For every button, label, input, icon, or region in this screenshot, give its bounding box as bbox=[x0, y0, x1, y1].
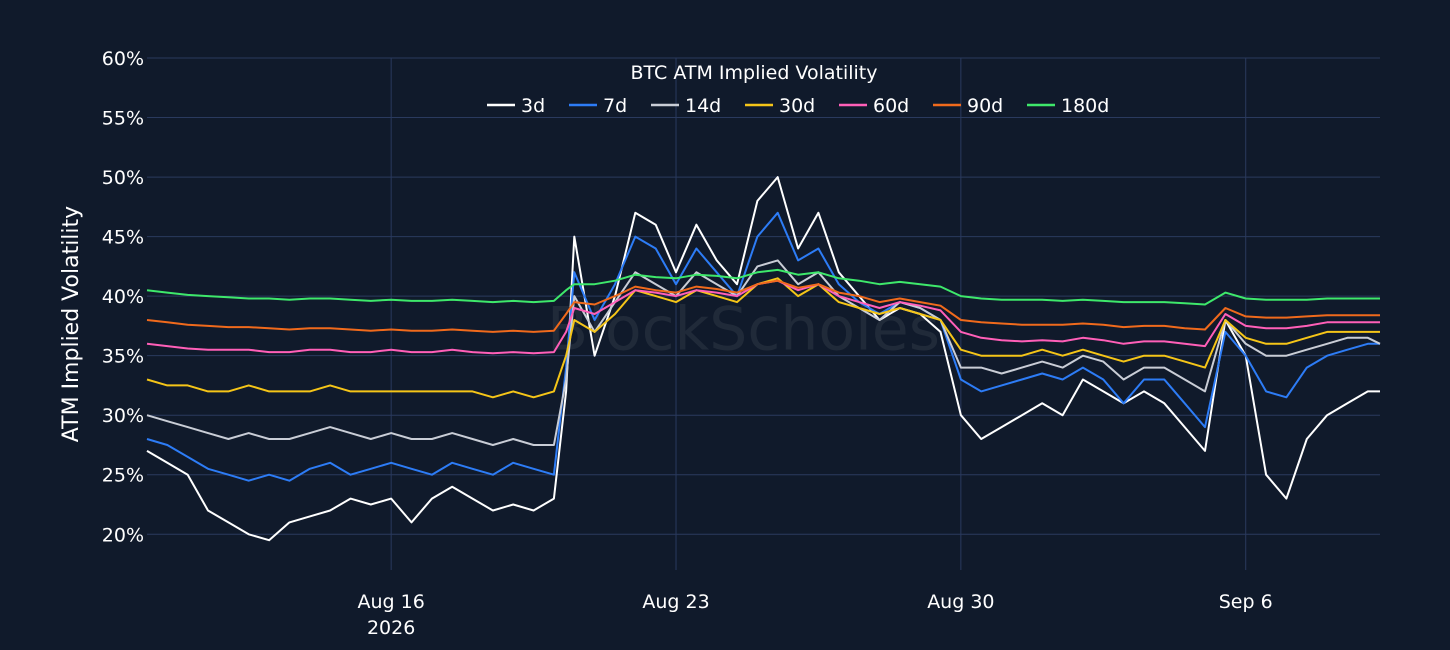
y-tick-label: 60% bbox=[102, 48, 144, 70]
series-line-14d bbox=[146, 259, 1381, 446]
x-tick-label: Aug 16 bbox=[357, 591, 424, 613]
legend-label: 90d bbox=[967, 95, 1003, 117]
legend-item-3d[interactable]: 3d bbox=[487, 95, 545, 117]
y-axis-label: ATM Implied Volatility bbox=[59, 206, 84, 442]
y-axis-ticks: 20% 25% 30% 35% 40% 45% 50% 55% 60% bbox=[102, 48, 144, 546]
y-tick-label: 40% bbox=[102, 286, 144, 308]
y-tick-label: 45% bbox=[102, 227, 144, 249]
legend[interactable]: 3d 7d 14d 30d 60d 90d 180d bbox=[487, 95, 1109, 117]
legend-item-60d[interactable]: 60d bbox=[839, 95, 909, 117]
legend-label: 14d bbox=[685, 95, 721, 117]
legend-label: 7d bbox=[603, 95, 627, 117]
series-line-3d bbox=[146, 176, 1380, 542]
x-tick-label: Aug 30 bbox=[927, 591, 994, 613]
legend-label: 3d bbox=[521, 95, 545, 117]
x-axis-ticks: Aug 16 2026 Aug 23 Aug 30 Sep 6 bbox=[357, 591, 1272, 639]
watermark: BlockScholes bbox=[547, 295, 940, 365]
y-tick-label: 55% bbox=[102, 108, 144, 130]
y-tick-label: 50% bbox=[102, 167, 144, 189]
legend-item-30d[interactable]: 30d bbox=[745, 95, 815, 117]
y-tick-label: 35% bbox=[102, 346, 144, 368]
y-tick-label: 25% bbox=[102, 465, 144, 487]
x-tick-label: 2026 bbox=[367, 617, 415, 639]
legend-item-90d[interactable]: 90d bbox=[933, 95, 1003, 117]
x-tick-label: Sep 6 bbox=[1219, 591, 1273, 613]
legend-item-14d[interactable]: 14d bbox=[651, 95, 721, 117]
legend-item-7d[interactable]: 7d bbox=[569, 95, 627, 117]
series-line-180d bbox=[146, 268, 1380, 306]
legend-label: 60d bbox=[873, 95, 909, 117]
y-tick-label: 30% bbox=[102, 405, 144, 427]
legend-item-180d[interactable]: 180d bbox=[1027, 95, 1109, 117]
series-line-90d bbox=[146, 279, 1380, 333]
legend-label: 180d bbox=[1061, 95, 1109, 117]
y-tick-label: 20% bbox=[102, 524, 144, 546]
series-lines bbox=[146, 176, 1381, 542]
series-line-7d bbox=[146, 211, 1380, 482]
chart-title: BTC ATM Implied Volatility bbox=[631, 62, 878, 84]
x-tick-label: Aug 23 bbox=[642, 591, 709, 613]
gridlines bbox=[147, 57, 1380, 570]
legend-label: 30d bbox=[779, 95, 815, 117]
